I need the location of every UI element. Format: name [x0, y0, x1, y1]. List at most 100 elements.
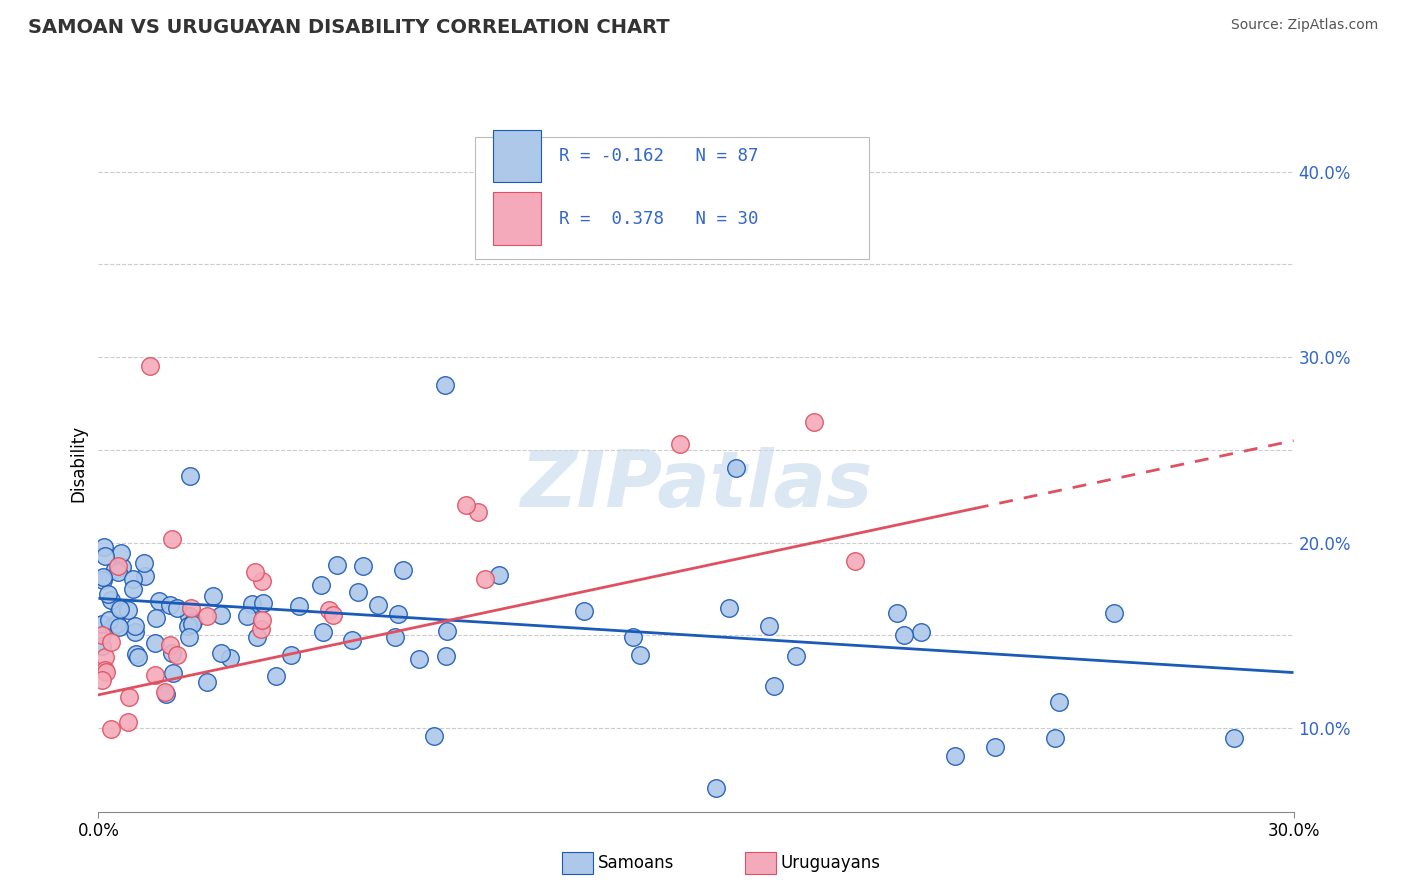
Point [110, 546, 132, 560]
Point [758, 618, 780, 632]
Point [628, 648, 651, 663]
Point [139, 359, 162, 374]
Text: Samoans: Samoans [598, 855, 673, 872]
Point [704, 780, 727, 795]
Point [488, 568, 510, 582]
Point [97, 587, 120, 601]
Point [132, 556, 155, 570]
Point [785, 649, 807, 664]
Point [669, 437, 692, 451]
Point [105, 616, 128, 631]
Point [572, 603, 595, 617]
Text: R =  0.378   N = 30: R = 0.378 N = 30 [558, 210, 758, 228]
Text: ZIPatlas: ZIPatlas [520, 447, 872, 523]
Point [155, 685, 177, 699]
Point [181, 615, 204, 629]
Point [91, 628, 114, 642]
Text: Source: ZipAtlas.com: Source: ZipAtlas.com [1230, 18, 1378, 32]
Point [177, 618, 200, 632]
FancyBboxPatch shape [475, 136, 869, 259]
Point [202, 589, 225, 603]
Point [243, 566, 266, 580]
Point [342, 633, 364, 648]
Point [179, 609, 201, 624]
Point [423, 729, 446, 743]
Point [433, 378, 456, 392]
Point [118, 690, 141, 704]
Point [117, 603, 139, 617]
Point [180, 601, 202, 615]
Point [121, 572, 143, 586]
Point [166, 601, 188, 615]
Point [240, 597, 263, 611]
Point [312, 624, 335, 639]
Point [236, 609, 259, 624]
Point [145, 668, 167, 682]
Text: R = -0.162   N = 87: R = -0.162 N = 87 [558, 147, 758, 165]
Point [94, 549, 117, 563]
Point [250, 574, 273, 588]
Point [1047, 695, 1070, 709]
Point [107, 558, 129, 573]
Point [724, 461, 747, 475]
Point [1222, 731, 1246, 745]
Point [245, 631, 267, 645]
Point [367, 598, 389, 612]
Point [162, 666, 184, 681]
Point [1102, 607, 1125, 621]
Point [93, 663, 115, 677]
Point [434, 648, 457, 663]
Point [886, 607, 908, 621]
Bar [494, 193, 540, 244]
Point [179, 630, 201, 644]
Point [160, 532, 183, 546]
Point [763, 679, 786, 693]
Point [143, 636, 166, 650]
Point [326, 558, 349, 572]
Point [124, 619, 146, 633]
Point [309, 578, 332, 592]
Point [474, 572, 496, 586]
Point [124, 624, 146, 639]
Point [209, 607, 232, 622]
Y-axis label: Disability: Disability [69, 425, 87, 502]
Point [100, 723, 122, 737]
Point [943, 749, 966, 764]
Point [347, 584, 370, 599]
Point [322, 608, 344, 623]
Point [127, 649, 149, 664]
Point [352, 559, 374, 574]
Point [91, 574, 114, 588]
Point [910, 625, 932, 640]
Point [93, 540, 115, 554]
Point [108, 602, 131, 616]
Point [91, 617, 114, 632]
Point [148, 594, 170, 608]
Point [266, 669, 288, 683]
Point [250, 622, 273, 636]
Point [134, 569, 156, 583]
Point [94, 649, 117, 664]
Point [803, 416, 825, 430]
Point [100, 634, 122, 648]
Point [107, 565, 129, 579]
Point [195, 675, 218, 690]
Point [94, 665, 117, 679]
Point [1043, 731, 1066, 745]
Point [195, 609, 218, 624]
Point [218, 651, 240, 665]
Point [160, 646, 183, 660]
Point [100, 592, 122, 607]
Point [454, 499, 477, 513]
Point [408, 651, 430, 665]
Point [280, 648, 302, 663]
Point [718, 601, 741, 615]
Point [387, 607, 409, 621]
Point [844, 554, 866, 568]
Point [893, 628, 915, 642]
Point [107, 619, 129, 633]
Point [180, 616, 202, 631]
Point [209, 646, 232, 660]
Point [91, 640, 114, 654]
Point [121, 582, 143, 597]
